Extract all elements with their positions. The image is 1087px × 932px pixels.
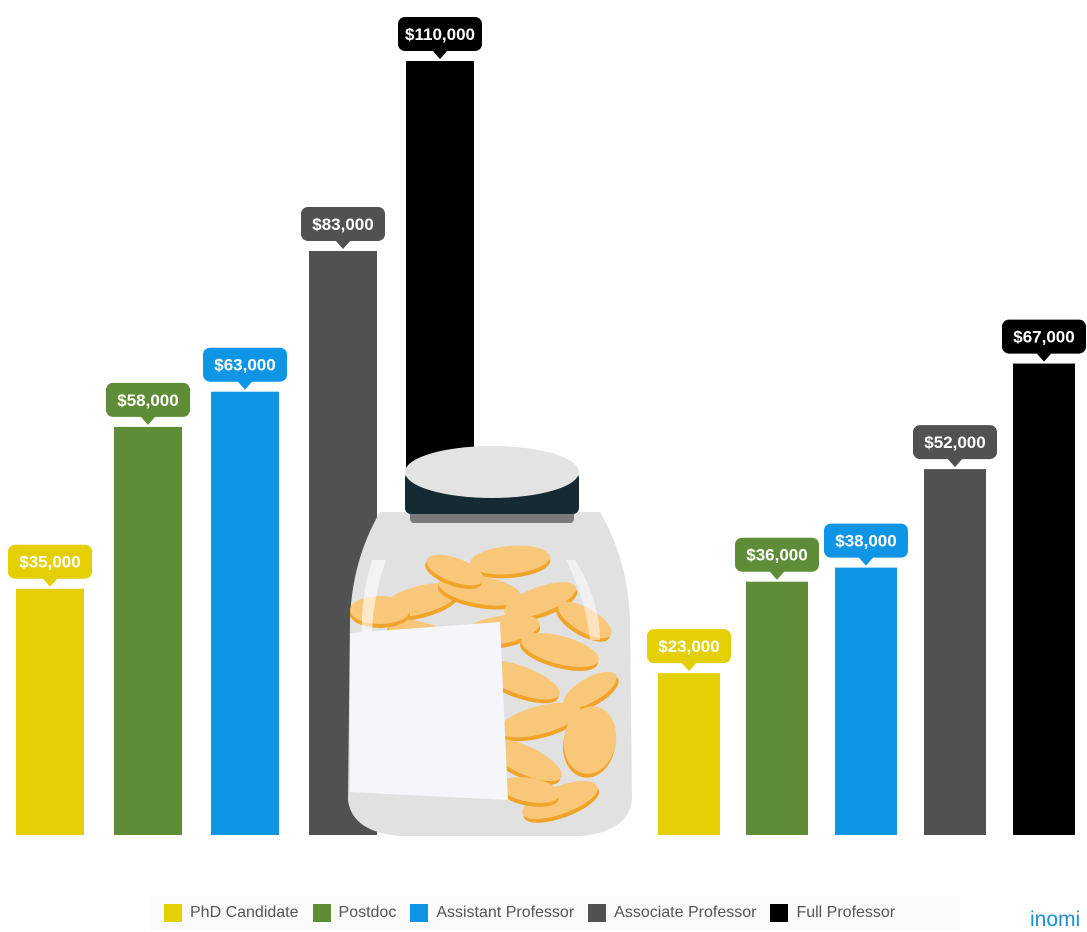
coin	[563, 706, 617, 774]
data-label: $36,000	[735, 537, 819, 580]
coin	[499, 702, 581, 738]
data-label: $35,000	[8, 544, 92, 587]
data-label: $38,000	[824, 523, 908, 566]
bar	[746, 581, 808, 835]
data-label-pointer	[1036, 352, 1052, 362]
data-label-pointer	[858, 556, 874, 566]
coin	[488, 738, 562, 782]
data-label: $52,000	[913, 425, 997, 468]
coin	[350, 596, 410, 624]
data-label: $110,000	[398, 17, 482, 59]
coin	[500, 777, 560, 803]
data-label-text: $63,000	[214, 356, 275, 375]
jar-label	[350, 622, 508, 800]
legend-item-assistant-professor: Assistant Professor	[410, 904, 574, 922]
coin	[563, 671, 617, 709]
legend-swatch	[410, 904, 429, 922]
data-label-text: $52,000	[924, 433, 985, 452]
bar	[658, 673, 720, 835]
data-label: $83,000	[301, 206, 385, 249]
jar-lid-top	[405, 446, 579, 498]
data-label-pointer	[432, 50, 448, 59]
legend-swatch	[164, 904, 182, 922]
data-label-box	[8, 544, 92, 579]
bar	[16, 588, 84, 835]
data-label-pointer	[947, 458, 963, 468]
data-label: $63,000	[203, 347, 287, 390]
legend-swatch	[588, 904, 607, 922]
coin	[522, 781, 598, 819]
legend-label: Associate Professor	[614, 904, 757, 921]
data-label-box	[203, 347, 287, 382]
bar-group-2: $23,000 $36,000 $38,000 $52,000 $67,000	[647, 319, 1086, 835]
legend-item-postdoc: Postdoc	[312, 904, 397, 922]
data-label-box	[398, 17, 482, 51]
coin	[470, 545, 550, 575]
legend-item-associate-professor: Associate Professor	[588, 904, 756, 922]
data-label-pointer	[140, 415, 156, 425]
data-label-text: $38,000	[835, 532, 896, 551]
data-label-pointer	[335, 239, 351, 249]
data-label-box	[824, 523, 908, 558]
data-label-pointer	[42, 577, 58, 587]
data-label: $58,000	[106, 382, 190, 425]
coin	[426, 554, 484, 586]
data-label-text: $36,000	[746, 546, 807, 565]
legend-label: Full Professor	[796, 904, 896, 921]
jar-highlight	[361, 560, 386, 640]
data-label-pointer	[237, 380, 253, 390]
bar	[211, 391, 279, 835]
data-label-text: $67,000	[1013, 328, 1074, 347]
data-label: $23,000	[647, 629, 731, 672]
coin	[504, 582, 576, 618]
legend-item-phd-candidate: PhD Candidate	[164, 904, 299, 922]
data-label-text: $23,000	[658, 637, 719, 656]
data-label-box	[647, 629, 731, 664]
data-label-text: $58,000	[117, 391, 178, 410]
bar	[1013, 363, 1075, 835]
data-label-box	[301, 206, 385, 241]
data-label-box	[735, 537, 819, 572]
jar-highlight	[566, 560, 600, 640]
brand-logo: inomi	[1030, 908, 1081, 931]
data-label-text: $83,000	[312, 215, 373, 234]
coin	[521, 632, 599, 668]
legend-swatch	[770, 904, 789, 922]
data-label-text: $110,000	[405, 25, 475, 44]
data-label-box	[1002, 319, 1086, 354]
bar	[114, 426, 182, 835]
coin-jar-icon	[348, 446, 632, 836]
legend-item-full-professor: Full Professor	[770, 904, 895, 922]
legend-label: PhD Candidate	[190, 904, 299, 921]
legend-label: Postdoc	[338, 904, 397, 921]
legend-label: Assistant Professor	[436, 904, 575, 921]
data-label-box	[106, 382, 190, 417]
legend-swatch	[312, 904, 331, 922]
data-label-text: $35,000	[19, 553, 80, 572]
data-label: $67,000	[1002, 319, 1086, 362]
bar	[924, 469, 986, 835]
bar	[835, 567, 897, 835]
data-label-box	[913, 425, 997, 460]
data-label-pointer	[769, 570, 785, 580]
data-label-pointer	[681, 662, 697, 672]
legend: PhD Candidate Postdoc Assistant Professo…	[150, 896, 960, 930]
